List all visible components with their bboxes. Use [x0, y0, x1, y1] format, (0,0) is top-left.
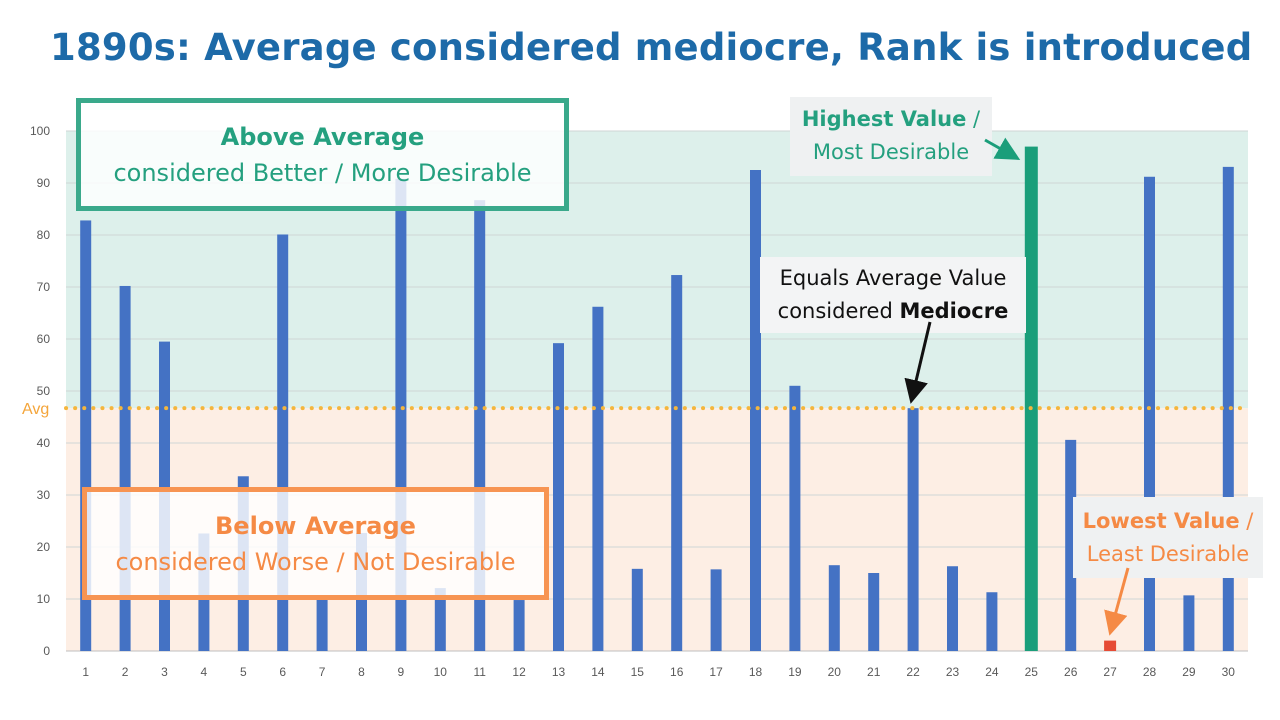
bar [868, 573, 880, 651]
x-tick-label: 4 [201, 665, 208, 679]
page-title: 1890s: Average considered mediocre, Rank… [50, 26, 1253, 69]
below-average-heading: Below Average [215, 512, 416, 540]
x-tick-label: 5 [240, 665, 247, 679]
bar [789, 385, 801, 651]
x-tick-label: 2 [122, 665, 129, 679]
x-tick-label: 6 [279, 665, 286, 679]
x-tick-label: 10 [434, 665, 448, 679]
x-tick-label: 22 [906, 665, 920, 679]
bar [395, 178, 407, 651]
above-average-box: Above Average considered Better / More D… [76, 98, 569, 211]
y-tick-label: 10 [37, 592, 51, 606]
x-tick-label: 23 [946, 665, 960, 679]
most-desirable-label: Most Desirable [812, 140, 970, 164]
y-tick-label: 20 [37, 540, 51, 554]
x-tick-label: 29 [1182, 665, 1196, 679]
highest-value-callout: Highest Value / Most Desirable [790, 97, 992, 176]
y-tick-label: 80 [37, 228, 51, 242]
considered-prefix: considered [777, 299, 900, 323]
x-tick-label: 12 [512, 665, 526, 679]
x-tick-label: 28 [1143, 665, 1157, 679]
x-tick-label: 7 [319, 665, 326, 679]
bar [1183, 595, 1195, 651]
below-average-subtitle: considered Worse / Not Desirable [115, 548, 516, 576]
bar [986, 592, 998, 651]
x-tick-label: 8 [358, 665, 365, 679]
bar [513, 600, 525, 651]
y-tick-label: 0 [43, 644, 50, 658]
highest-bar [1024, 146, 1038, 651]
x-tick-label: 15 [631, 665, 645, 679]
bar [119, 285, 131, 651]
bar [474, 200, 486, 651]
lowest-value-callout: Lowest Value / Least Desirable [1073, 497, 1263, 578]
highest-value-label: Highest Value [801, 107, 967, 131]
x-tick-label: 26 [1064, 665, 1078, 679]
x-tick-label: 18 [749, 665, 763, 679]
bar [631, 568, 643, 651]
bar [750, 170, 761, 651]
bar [434, 588, 446, 651]
x-tick-label: 20 [828, 665, 842, 679]
above-average-heading: Above Average [220, 123, 425, 151]
y-tick-label: 70 [37, 280, 51, 294]
x-tick-label: 3 [161, 665, 168, 679]
bar [277, 234, 289, 652]
bar [828, 565, 840, 651]
least-desirable-label: Least Desirable [1086, 542, 1250, 566]
x-tick-label: 25 [1025, 665, 1039, 679]
lowest-value-slash: / [1239, 509, 1254, 533]
x-tick-label: 24 [985, 665, 999, 679]
bar [947, 566, 958, 651]
lowest-bar [1104, 640, 1117, 651]
x-tick-label: 17 [709, 665, 723, 679]
x-tick-label: 21 [867, 665, 881, 679]
bar [907, 408, 919, 651]
mediocre-label: Mediocre [899, 299, 1009, 323]
y-tick-label: 60 [37, 332, 51, 346]
above-average-subtitle: considered Better / More Desirable [113, 159, 532, 187]
x-tick-label: 16 [670, 665, 684, 679]
x-tick-label: 19 [788, 665, 802, 679]
bar [553, 343, 564, 651]
below-average-box: Below Average considered Worse / Not Des… [82, 487, 549, 600]
y-axis-ticks: 0 10 20 30 40 50 60 70 80 90 100 [30, 124, 50, 658]
lowest-value-label: Lowest Value [1082, 509, 1240, 533]
x-tick-label: 1 [82, 665, 89, 679]
bar [592, 306, 604, 651]
bar [710, 569, 722, 651]
mediocre-callout: Equals Average Value considered Mediocre [760, 257, 1026, 333]
bar [671, 275, 683, 651]
equals-average-label: Equals Average Value [779, 266, 1007, 290]
x-tick-label: 27 [1103, 665, 1117, 679]
y-tick-label: 30 [37, 488, 51, 502]
bar [1065, 439, 1077, 651]
bar [316, 599, 328, 651]
x-axis-ticks: 1 2 3 4 5 6 7 8 9 10 11 12 13 14 15 16 17 18 19 20 21 22 23 24 2… [82, 665, 1235, 679]
y-tick-label: 50 [37, 384, 51, 398]
bars [80, 146, 1234, 652]
bar [80, 220, 92, 651]
bar [1144, 176, 1155, 651]
highest-value-slash: / [966, 107, 981, 131]
x-tick-label: 13 [552, 665, 566, 679]
x-tick-label: 14 [591, 665, 605, 679]
y-tick-label: 90 [37, 176, 51, 190]
x-tick-label: 9 [398, 665, 405, 679]
average-label: Avg [22, 401, 49, 418]
y-tick-label: 100 [30, 124, 50, 138]
y-tick-label: 40 [37, 436, 51, 450]
x-tick-label: 11 [473, 665, 486, 679]
bar [1222, 166, 1234, 651]
x-tick-label: 30 [1222, 665, 1236, 679]
